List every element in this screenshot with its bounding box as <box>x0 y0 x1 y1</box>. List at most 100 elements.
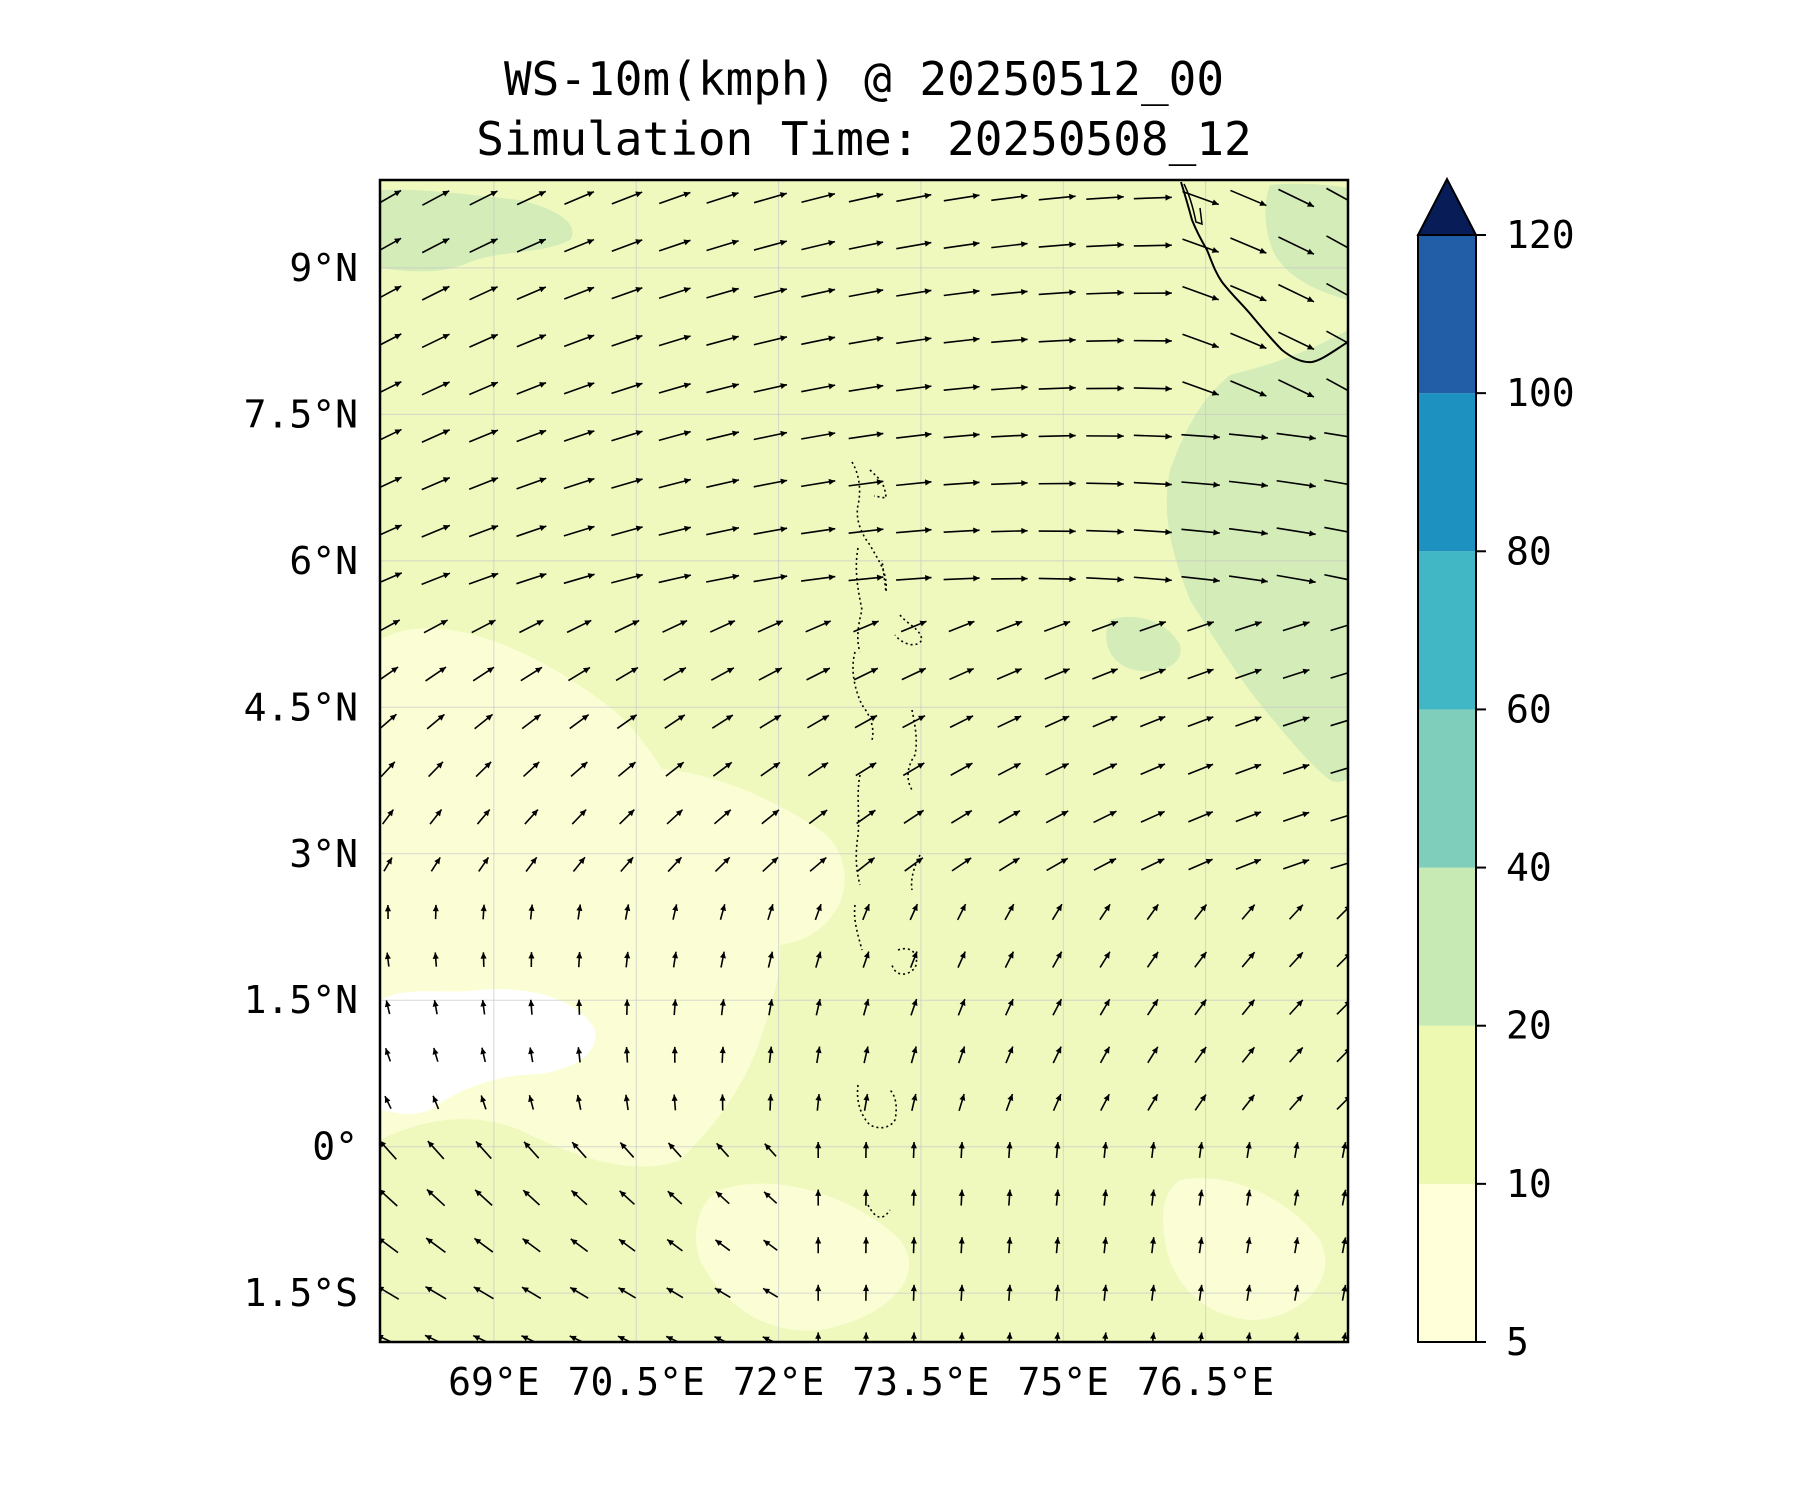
wind-arrow <box>1149 1284 1157 1301</box>
wind-arrow <box>848 383 884 392</box>
wind-arrow <box>666 1238 683 1252</box>
wind-arrow <box>1197 1237 1204 1254</box>
maldives-atolls <box>851 461 923 1218</box>
wind-arrow <box>384 904 392 920</box>
wind-arrow <box>1054 1141 1061 1159</box>
wind-arrow <box>1194 1046 1207 1064</box>
wind-arrow <box>1182 238 1219 253</box>
wind-arrow <box>563 573 595 585</box>
wind-arrow <box>767 1094 774 1111</box>
wind-arrow <box>1102 1141 1109 1159</box>
wind-arrow <box>430 857 441 872</box>
wind-arrow <box>423 619 448 634</box>
wind-arrow <box>1102 1189 1109 1206</box>
colorbar-segment <box>1418 393 1476 552</box>
wind-arrow <box>1228 527 1268 536</box>
wind-arrow <box>758 667 783 681</box>
wind-arrow <box>805 620 832 633</box>
wind-arrow <box>1038 241 1076 248</box>
wind-arrow <box>1102 1332 1109 1342</box>
wind-arrow <box>958 1284 965 1301</box>
figure-subtitle: Simulation Time: 20250508_12 <box>476 112 1251 166</box>
wind-arrow <box>1038 432 1076 439</box>
colorbar-tick-label: 120 <box>1506 213 1575 257</box>
wind-arrow <box>761 809 780 825</box>
wind-arrow <box>421 381 450 396</box>
wind-arrow <box>1289 1094 1304 1111</box>
colorbar-frame <box>1417 234 1477 1343</box>
wind-arrow <box>957 998 966 1016</box>
wind-arrow <box>563 382 595 395</box>
wind-arrow <box>719 999 726 1016</box>
wind-arrow <box>566 619 592 634</box>
wind-arrow <box>522 761 540 778</box>
wind-arrow <box>991 575 1028 582</box>
wind-arrow <box>848 479 884 487</box>
wind-arrow <box>471 619 496 634</box>
wind-arrow <box>1341 1141 1348 1159</box>
wind-arrow <box>809 856 827 872</box>
wind-arrow <box>1324 432 1348 438</box>
wind-arrow <box>1324 573 1348 581</box>
wind-arrow <box>620 856 634 873</box>
wind-arrow <box>619 809 635 825</box>
wind-arrow <box>421 285 450 301</box>
wind-arrow <box>611 573 643 584</box>
wind-arrow <box>425 1285 447 1300</box>
wind-arrow <box>421 572 451 586</box>
wind-arrow <box>1133 529 1172 536</box>
wind-arrow <box>521 1286 542 1300</box>
wind-arrow <box>862 1189 870 1206</box>
wind-arrow <box>658 382 691 394</box>
wind-arrow <box>1228 480 1268 489</box>
colorbar-tick-label: 100 <box>1506 371 1575 415</box>
wind-arrow <box>1330 767 1348 775</box>
wind-arrow <box>469 238 498 254</box>
wind-arrow <box>468 524 499 538</box>
wind-arrow <box>1092 715 1118 728</box>
wind-arrow <box>380 189 402 204</box>
wind-arrow <box>762 1287 779 1298</box>
latitude-tick-labels: 9°N 7.5°N 6°N 4.5°N 3°N 1.5°N 0° 1.5°S <box>244 246 358 1315</box>
wind-arrow <box>1045 810 1069 824</box>
wind-arrow <box>1086 337 1124 344</box>
wind-arrow <box>1038 289 1076 296</box>
wind-arrow <box>619 1190 635 1205</box>
wind-arrow <box>1234 621 1262 632</box>
wind-arrow <box>1092 763 1118 776</box>
colorbar-segment <box>1418 709 1476 868</box>
wind-arrow <box>943 288 980 297</box>
latitude-tick-label: 7.5°N <box>244 392 358 436</box>
wind-vector-field <box>380 187 1348 1342</box>
wind-arrow <box>710 667 735 681</box>
colorbar-extend-arrow <box>1416 176 1478 236</box>
wind-arrow <box>421 429 451 443</box>
wind-arrow <box>432 1095 440 1110</box>
wind-arrow <box>1093 810 1117 824</box>
wind-arrow <box>1278 379 1315 398</box>
wind-arrow <box>624 951 631 968</box>
wind-arrow <box>706 478 740 489</box>
wind-arrow <box>1051 903 1063 921</box>
wind-arrow <box>528 1094 535 1110</box>
wind-arrow <box>563 477 595 490</box>
wind-arrow <box>1230 284 1267 302</box>
wind-arrow <box>1282 716 1310 727</box>
wind-arrow <box>480 1047 487 1063</box>
wind-arrow <box>380 237 402 251</box>
wind-arrow <box>1093 857 1117 871</box>
wind-arrow <box>815 1284 822 1301</box>
wind-arrow <box>949 667 975 681</box>
wind-arrow <box>1181 528 1220 536</box>
wind-arrow <box>658 334 691 347</box>
wind-arrow <box>421 333 450 349</box>
wind-arrow <box>432 1047 439 1062</box>
wind-arrow <box>1197 1332 1204 1342</box>
wind-arrow <box>478 856 490 872</box>
wind-arrow <box>469 285 499 301</box>
wind-arrow <box>753 478 788 488</box>
wind-arrow <box>706 335 739 346</box>
wind-arrow <box>910 1284 917 1301</box>
wind-arrow <box>1054 1332 1061 1342</box>
